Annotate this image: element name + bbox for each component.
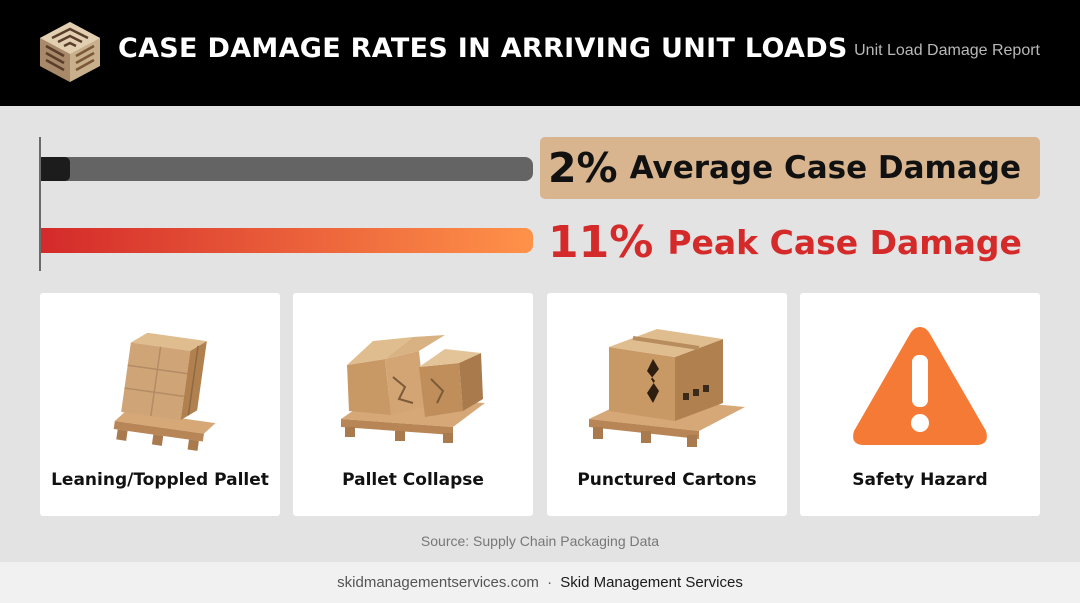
card-label: Safety Hazard <box>852 470 988 490</box>
card-leaning-pallet: Leaning/Toppled Pallet <box>40 293 280 516</box>
bar-axis <box>39 137 41 271</box>
average-label: Average Case Damage <box>629 150 1021 186</box>
peak-percent: 11% <box>548 216 654 268</box>
peak-damage-callout: 11% Peak Case Damage <box>548 214 1022 270</box>
card-pallet-collapse: Pallet Collapse <box>293 293 533 516</box>
footer-bar: skidmanagementservices.com · Skid Manage… <box>0 562 1080 603</box>
company-logo-icon <box>40 22 100 82</box>
card-label: Leaning/Toppled Pallet <box>51 470 269 490</box>
card-punctured-cartons: Punctured Cartons <box>547 293 787 516</box>
footer-company: Skid Management Services <box>560 574 743 591</box>
card-label: Pallet Collapse <box>342 470 484 490</box>
card-label: Punctured Cartons <box>577 470 757 490</box>
header-bar: CASE DAMAGE RATES IN ARRIVING UNIT LOADS… <box>0 0 1080 106</box>
source-note: Source: Supply Chain Packaging Data <box>420 533 660 549</box>
report-label: Unit Load Damage Report <box>854 42 1040 59</box>
leaning-pallet-icon <box>113 332 216 451</box>
peak-label: Peak Case Damage <box>667 222 1022 262</box>
footer-separator: · <box>547 574 553 591</box>
footer-site-link[interactable]: skidmanagementservices.com <box>337 574 539 591</box>
average-percent: 2% <box>548 144 618 192</box>
average-bar-fill <box>41 157 70 181</box>
page-title: CASE DAMAGE RATES IN ARRIVING UNIT LOADS <box>118 33 848 64</box>
average-bar-track <box>41 157 533 181</box>
card-safety-hazard: Safety Hazard <box>800 293 1040 516</box>
peak-bar-fill <box>41 228 533 253</box>
collapsed-pallet-icon <box>341 335 485 443</box>
punctured-carton-icon <box>589 329 745 447</box>
warning-triangle-icon <box>853 327 987 445</box>
average-damage-callout: 2% Average Case Damage <box>540 137 1040 199</box>
